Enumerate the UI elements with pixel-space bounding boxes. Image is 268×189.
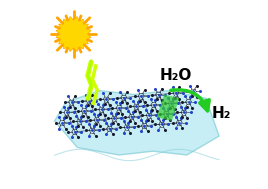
Text: H₂: H₂: [211, 106, 231, 121]
Polygon shape: [55, 91, 219, 155]
Circle shape: [59, 20, 88, 49]
FancyArrowPatch shape: [171, 90, 209, 111]
Polygon shape: [157, 94, 179, 121]
Text: H₂O: H₂O: [159, 68, 192, 83]
Polygon shape: [56, 16, 91, 52]
